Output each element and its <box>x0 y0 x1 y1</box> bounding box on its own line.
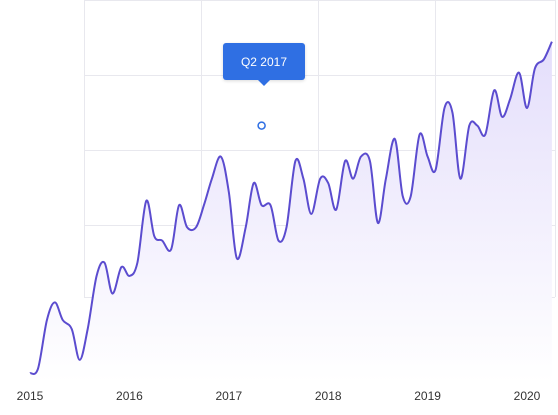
highlight-point[interactable] <box>257 121 266 130</box>
series-line <box>29 41 553 375</box>
x-axis: 2015 2016 2017 2018 2019 2020 <box>17 389 541 403</box>
x-tick-label: 2017 <box>215 389 242 403</box>
tooltip: Q2 2017 <box>223 43 305 86</box>
x-tick-label: 2018 <box>315 389 342 403</box>
tooltip-label: Q2 2017 <box>240 54 288 69</box>
tooltip-arrow <box>258 80 270 86</box>
x-tick-label: 2020 <box>514 389 541 403</box>
x-tick-label: 2016 <box>116 389 143 403</box>
x-tick-label: 2019 <box>414 389 441 403</box>
grid <box>84 0 556 298</box>
area-fill <box>30 41 552 382</box>
x-tick-label: 2015 <box>17 389 44 403</box>
